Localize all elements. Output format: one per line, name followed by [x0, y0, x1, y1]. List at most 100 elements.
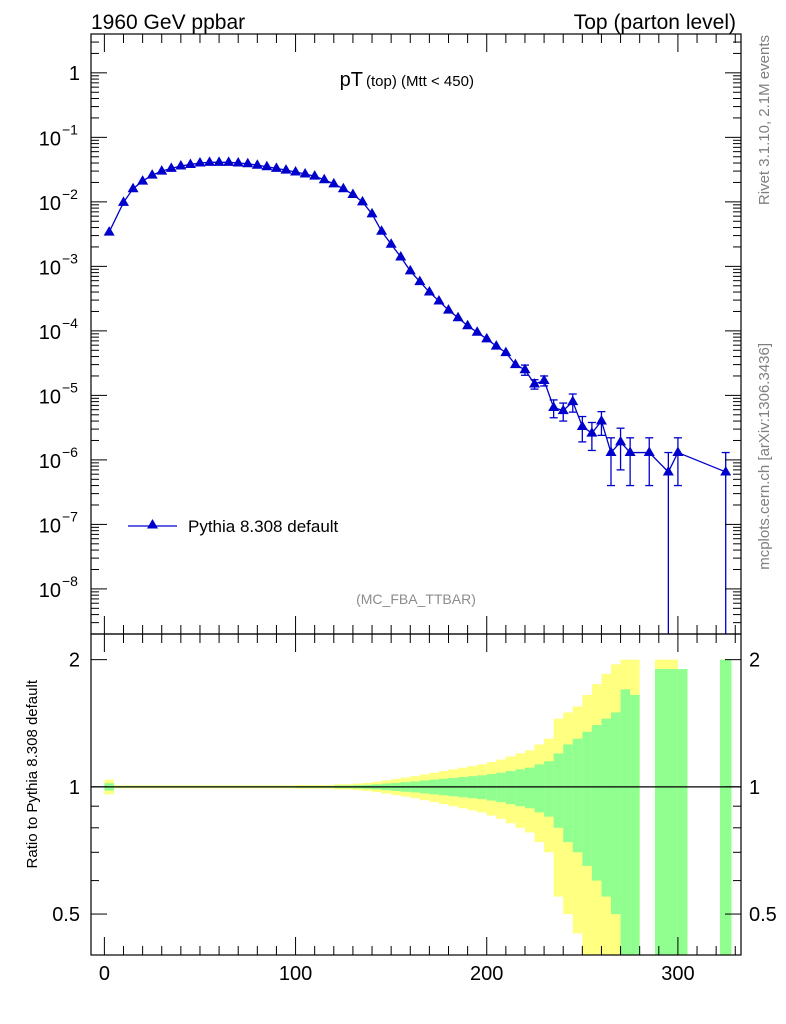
data-point: [662, 465, 674, 476]
y-tick-label: 10: [39, 451, 61, 473]
ratio-y-tick-label: 1: [69, 777, 80, 799]
ratio-band-green: [505, 771, 516, 805]
ratio-band-green: [630, 694, 640, 955]
analysis-label: (MC_FBA_TTBAR): [356, 591, 476, 607]
ratio-band-green: [677, 669, 688, 955]
data-point: [156, 165, 168, 175]
ratio-band-green: [524, 767, 535, 809]
data-point: [261, 160, 273, 171]
data-point: [356, 195, 368, 206]
ratio-band-green: [611, 712, 621, 915]
data-point: [433, 295, 445, 305]
data-point: [605, 446, 617, 457]
data-point: [118, 196, 129, 206]
rivet-version-text: Rivet 3.1.10, 2.1M events: [756, 35, 773, 205]
data-point: [481, 332, 493, 343]
data-point: [567, 395, 579, 406]
data-point: [586, 427, 598, 437]
data-point: [194, 157, 206, 167]
y-tick-label-exponent: −4: [62, 315, 78, 331]
main-plot-frame: [90, 33, 742, 635]
main-plot-panel: 110−110−210−310−410−510−610−710−8 pT (to…: [39, 33, 742, 635]
data-point: [290, 166, 302, 176]
data-point: [318, 173, 330, 184]
data-point: [443, 304, 454, 314]
legend-entry-pythia: Pythia 8.308 default: [188, 517, 339, 536]
data-point: [270, 162, 282, 172]
ratio-y-tick-label-right: 2: [749, 650, 760, 672]
ratio-band-green: [553, 753, 564, 828]
ratio-band-green: [563, 744, 573, 843]
header-right: Top (parton level): [574, 11, 736, 34]
ratio-ylabel: Ratio to Pythia 8.308 default: [24, 679, 41, 868]
ratio-band-green: [601, 718, 611, 897]
data-point: [385, 238, 397, 248]
ratio-band-green: [572, 738, 583, 853]
data-point: [557, 404, 569, 415]
data-point: [232, 157, 244, 167]
y-tick-label: 1: [69, 63, 80, 85]
data-point: [366, 207, 378, 218]
data-point: [165, 162, 177, 172]
x-tick-label: 0: [99, 963, 110, 985]
data-point: [127, 182, 139, 193]
y-tick-label: 10: [39, 580, 61, 602]
data-point: [404, 264, 416, 275]
data-point: [395, 250, 407, 261]
data-point: [309, 170, 321, 180]
ratio-plot-frame: [90, 633, 742, 956]
data-point: [242, 157, 254, 168]
y-tick-label: 10: [39, 515, 61, 537]
y-tick-label-exponent: −5: [62, 379, 78, 395]
y-tick-label-exponent: −2: [62, 186, 78, 202]
data-point: [146, 169, 158, 179]
ratio-y-tick-label-right: 1: [749, 777, 760, 799]
data-point: [500, 346, 512, 357]
y-tick-label-exponent: −1: [62, 121, 78, 137]
y-tick-label: 10: [39, 193, 61, 215]
data-point: [595, 415, 607, 425]
data-point: [538, 374, 550, 385]
data-point: [137, 175, 149, 185]
x-tick-label: 100: [279, 963, 312, 985]
data-point: [471, 326, 483, 336]
data-point: [347, 188, 359, 199]
data-point: [337, 182, 349, 193]
ratio-band-green: [544, 761, 554, 817]
legend-marker-triangle: [147, 519, 158, 529]
data-point: [519, 363, 531, 374]
ratio-band-green: [534, 764, 545, 813]
ratio-band-green: [591, 725, 602, 881]
data-point: [251, 159, 263, 169]
series-line-pythia: [108, 161, 726, 474]
data-point: [615, 435, 627, 446]
data-point: [376, 225, 388, 235]
y-tick-label: 10: [39, 257, 61, 279]
ratio-y-tick-label: 0.5: [52, 904, 80, 926]
ratio-plot-panel: 0 100 200 300 0.5 0.5 1 1 2 2 Ratio to Pythia 8.3…: [24, 633, 777, 985]
data-point: [103, 226, 115, 236]
plot-title: pT: [340, 69, 363, 91]
data-point: [462, 319, 474, 330]
ratio-band-green: [620, 689, 631, 955]
data-point: [328, 177, 340, 188]
data-point: [720, 465, 732, 476]
data-point: [490, 340, 502, 350]
data-point: [576, 420, 588, 430]
data-point: [672, 446, 684, 457]
y-tick-label-exponent: −3: [62, 250, 78, 266]
data-point: [423, 286, 435, 296]
data-point: [529, 378, 541, 388]
data-point: [280, 164, 292, 174]
data-point: [452, 311, 464, 322]
y-tick-label-exponent: −8: [62, 573, 78, 589]
y-tick-label: 10: [39, 128, 61, 150]
data-point: [175, 159, 187, 170]
data-point: [223, 156, 235, 166]
ratio-band-green: [654, 669, 678, 955]
header-left: 1960 GeV ppbar: [91, 11, 245, 34]
y-tick-label: 10: [39, 386, 61, 408]
ratio-band-green: [515, 769, 525, 807]
ratio-band-green: [582, 731, 592, 866]
